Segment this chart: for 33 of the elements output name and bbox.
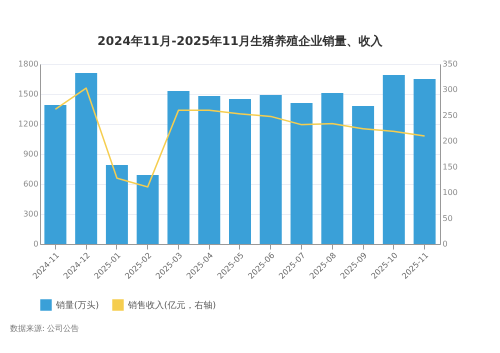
y-tick-label: 1800 (18, 60, 38, 68)
y2-tick-label: 150 (442, 162, 458, 172)
bar (136, 175, 159, 244)
bar (382, 75, 405, 244)
chart-title: 2024年11月-2025年11月生猪养殖企业销量、收入 (97, 34, 384, 48)
bar (229, 99, 251, 244)
y-tick-label: 900 (23, 150, 38, 158)
bar (321, 93, 344, 244)
bar (44, 105, 66, 244)
y2-tick-label: 50 (442, 214, 453, 223)
line-series (54, 87, 426, 188)
y2-tick-label: 100 (442, 188, 458, 198)
bar (167, 91, 190, 244)
legend-label: 销量(万头) (55, 300, 100, 311)
y-tick-label: 600 (23, 180, 38, 188)
bar (290, 103, 313, 244)
bar (75, 73, 98, 244)
legend-label: 销售收入(亿元，右轴) (127, 300, 216, 311)
y2-tick-label: 250 (442, 110, 458, 120)
y2-tick-label: 200 (442, 136, 458, 146)
bar (106, 165, 128, 244)
y-tick-label: 1200 (18, 120, 38, 128)
y2-tick-label: 300 (442, 85, 458, 94)
y-tick-label: 0 (33, 240, 38, 248)
bar (352, 106, 374, 244)
y-tick-label: 300 (23, 210, 38, 218)
source-note: 数据来源: 公司公告 (10, 324, 80, 333)
y-tick-label: 1500 (18, 90, 38, 98)
bar (198, 96, 220, 244)
y2-tick-label: 350 (442, 60, 458, 68)
y2-tick-label: 0 (442, 240, 448, 248)
bar (414, 79, 436, 244)
bar (260, 95, 282, 244)
